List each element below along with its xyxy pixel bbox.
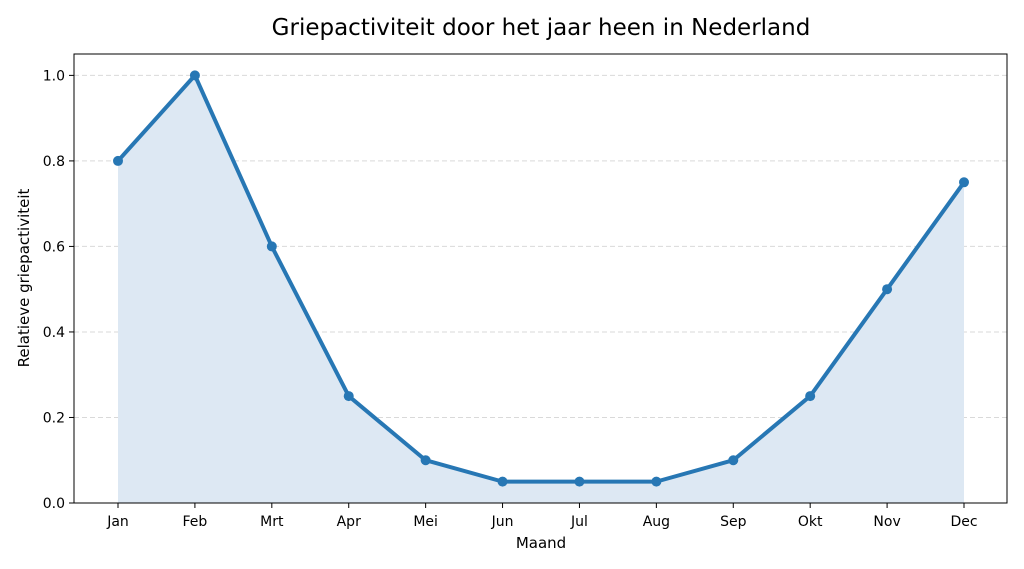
x-tick-label: Mei xyxy=(413,514,438,530)
x-tick-label: Nov xyxy=(873,514,900,530)
y-axis-label: Relatieve griepactiviteit xyxy=(15,188,33,367)
area-fill xyxy=(118,75,964,503)
data-point-dec xyxy=(959,177,969,188)
data-point-okt xyxy=(805,391,816,402)
x-tick-label: Jun xyxy=(491,514,514,530)
x-tick-label: Mrt xyxy=(260,514,284,530)
data-point-jun xyxy=(497,476,508,487)
chart-title: Griepactiviteit door het jaar heen in Ne… xyxy=(272,15,811,41)
x-axis: Jan Feb Mrt Apr Mei Jun Jul Aug Sep Okt Nov Dec xyxy=(106,503,978,530)
y-tick-label: 0.8 xyxy=(43,154,65,170)
x-axis-label: Maand xyxy=(516,534,566,552)
data-points xyxy=(113,70,969,487)
data-point-aug xyxy=(651,476,662,487)
series-line xyxy=(116,73,966,484)
data-point-nov xyxy=(882,284,893,295)
data-point-mrt xyxy=(266,241,277,252)
x-tick-label: Aug xyxy=(643,514,670,530)
x-tick-label: Sep xyxy=(720,514,747,530)
data-point-apr xyxy=(343,391,354,402)
y-tick-label: 0.6 xyxy=(43,239,65,255)
data-point-feb xyxy=(189,70,200,81)
y-tick-label: 0.2 xyxy=(43,410,65,426)
x-tick-label: Jul xyxy=(570,514,588,530)
data-point-mei xyxy=(420,455,431,466)
y-tick-label: 1.0 xyxy=(43,68,65,84)
x-tick-label: Jan xyxy=(106,514,129,530)
y-tick-label: 0.0 xyxy=(43,496,65,512)
plot-frame xyxy=(73,53,1008,504)
x-tick-label: Apr xyxy=(337,514,361,530)
y-axis: 0.0 0.2 0.4 0.6 0.8 1.0 xyxy=(43,68,74,512)
x-tick-label: Okt xyxy=(798,514,823,530)
x-tick-label: Dec xyxy=(950,514,977,530)
data-point-jan xyxy=(113,155,123,166)
data-point-jul xyxy=(574,476,585,487)
data-point-sep xyxy=(728,455,739,466)
y-tick-label: 0.4 xyxy=(43,325,65,341)
x-tick-label: Feb xyxy=(183,514,208,530)
